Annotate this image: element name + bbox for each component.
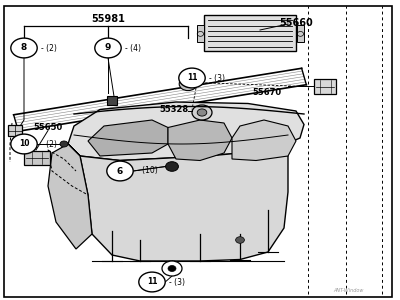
- Text: - (4): - (4): [125, 44, 141, 52]
- Text: 55650: 55650: [33, 123, 63, 132]
- Text: 55660: 55660: [279, 17, 313, 28]
- Text: 9: 9: [105, 44, 111, 52]
- Circle shape: [11, 134, 37, 154]
- Circle shape: [236, 237, 244, 243]
- Bar: [107, 96, 117, 105]
- Bar: [314, 79, 336, 94]
- Circle shape: [179, 68, 205, 88]
- Text: ANT-Window: ANT-Window: [333, 289, 363, 293]
- Text: 55981: 55981: [91, 14, 125, 25]
- Circle shape: [60, 141, 68, 147]
- Text: 11: 11: [147, 278, 157, 286]
- Text: 55670: 55670: [252, 88, 281, 97]
- Text: 8: 8: [21, 44, 27, 52]
- Text: 6: 6: [117, 167, 123, 176]
- Text: 55328: 55328: [159, 105, 188, 114]
- Circle shape: [95, 38, 121, 58]
- Polygon shape: [88, 120, 168, 156]
- Circle shape: [162, 261, 182, 276]
- Bar: [8, 125, 22, 136]
- Circle shape: [197, 109, 207, 116]
- Text: - (3): - (3): [209, 74, 225, 82]
- Polygon shape: [68, 144, 288, 261]
- Circle shape: [11, 38, 37, 58]
- Polygon shape: [48, 144, 92, 249]
- Circle shape: [139, 272, 165, 292]
- Circle shape: [192, 105, 212, 120]
- Bar: [24, 151, 50, 165]
- Circle shape: [107, 161, 133, 181]
- Text: - (2): - (2): [41, 140, 57, 148]
- Polygon shape: [232, 120, 296, 160]
- Text: - (3): - (3): [169, 278, 185, 286]
- Circle shape: [168, 266, 176, 272]
- Text: - (2): - (2): [41, 44, 57, 52]
- Circle shape: [179, 77, 197, 91]
- Text: 11: 11: [187, 74, 197, 82]
- Polygon shape: [68, 102, 304, 160]
- Circle shape: [166, 162, 178, 171]
- Bar: [197, 26, 204, 42]
- Text: - (10): - (10): [137, 167, 158, 176]
- Bar: [204, 15, 296, 51]
- Polygon shape: [168, 120, 232, 160]
- Text: 10: 10: [19, 140, 29, 148]
- Bar: [297, 26, 304, 42]
